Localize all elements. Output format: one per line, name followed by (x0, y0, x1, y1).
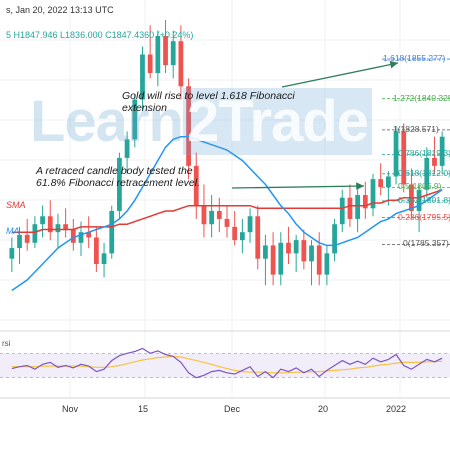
candle-body (109, 210, 115, 254)
header-title: s, Jan 20, 2022 13:13 UTC (6, 5, 114, 15)
candle-body (432, 157, 437, 166)
sma-red-label: SMA (6, 200, 26, 210)
candle-body (132, 99, 138, 140)
candle-body (140, 54, 145, 100)
candle-body (255, 216, 261, 259)
x-tick-label: 2022 (386, 404, 407, 414)
candle-body (216, 210, 222, 219)
ohlc-fragment: 5 H1847.946 L1836.000 C1847.4360 (+0.24%… (6, 30, 194, 40)
candle-body (393, 131, 399, 177)
candle-body (339, 197, 345, 225)
annotation-gold-line1: Gold will rise to level 1.618 Fibonacci (122, 90, 295, 102)
candle-body (347, 197, 353, 219)
candle-body (247, 216, 253, 233)
ohlc-readout: 5 H1847.946 L1836.000 C1847.4360 (+0.24%… (6, 30, 193, 40)
candle-body (362, 195, 368, 209)
candle-body (86, 232, 92, 238)
candle-body (193, 165, 199, 206)
candle-body (401, 131, 407, 185)
candle-body (370, 179, 376, 209)
candle-body (163, 35, 168, 66)
rsi-label: rsi (2, 339, 11, 348)
candle-body (439, 136, 445, 166)
candle-body (270, 245, 276, 275)
x-tick-label: Dec (224, 404, 241, 414)
candle-body (78, 232, 84, 243)
candle-body (286, 242, 291, 254)
candle-body (378, 179, 384, 188)
fib-level-label: 0.236(1795.5) (398, 211, 450, 222)
candle-body (155, 35, 161, 74)
candle-body (232, 226, 238, 241)
candle-body (186, 86, 191, 166)
candle-body (47, 216, 53, 233)
chart-header: s, Jan 20, 2022 13:13 UTC (6, 5, 114, 15)
candle-body (301, 240, 307, 262)
candle-body (201, 205, 207, 225)
fib-level-label: 0.382(1801.8) (398, 194, 450, 205)
sma-red-line (11, 188, 443, 233)
candle-body (17, 234, 22, 249)
candle-body (101, 253, 107, 264)
candle-body (424, 157, 430, 190)
candle-body (293, 240, 299, 254)
candle-body (117, 157, 122, 211)
rsi-line (11, 347, 443, 379)
annotation-arrow-retrace (231, 182, 365, 191)
sma-blue-label: MA (6, 226, 20, 236)
candle-body (124, 139, 130, 158)
candle-body (278, 242, 284, 275)
candle-body (332, 224, 337, 254)
candle-body (239, 232, 245, 241)
fib-level-label: 1.618(1855.277) (383, 53, 446, 64)
annotation-gold: Gold will rise to level 1.618 Fibonacci … (122, 90, 295, 114)
annotation-retrace-line1: A retraced candle body tested the (36, 165, 193, 177)
candle-body (316, 245, 322, 275)
annotation-retrace: A retraced candle body tested the 61.8% … (36, 165, 200, 189)
x-tick-label: 15 (138, 404, 149, 414)
candle-body (263, 245, 268, 259)
fib-level-label: 1(1828.571) (393, 123, 439, 134)
candle-body (209, 210, 215, 225)
rsi-ma-line (11, 355, 443, 374)
candle-body (70, 229, 76, 243)
candle-body (324, 253, 330, 275)
candle-body (24, 234, 30, 243)
candle-body (178, 41, 184, 87)
fib-level-label: 0(1785.357) (403, 238, 449, 249)
candle-body (40, 216, 45, 225)
candle-body (224, 218, 230, 227)
watermark: Learn2Trade (30, 88, 372, 155)
candle-body (416, 189, 422, 211)
candle-body (355, 195, 361, 219)
fib-level-label: 0.5(1806.9) (398, 181, 442, 192)
x-tick-label: 20 (318, 404, 329, 414)
annotation-retrace-line2: 61.8% Fibonacci retracement level. (36, 177, 200, 189)
candle-body (9, 248, 15, 259)
candle-body (147, 54, 153, 74)
fib-level-label: 0.786(1819.3) (398, 148, 450, 159)
candle-body (93, 237, 99, 264)
watermark-left: Learn (30, 89, 184, 154)
candle-body (385, 176, 391, 188)
annotation-gold-line2: extension (122, 102, 167, 114)
candle-body (309, 245, 314, 262)
candle-body (63, 224, 69, 230)
fib-level-label: 1.272(1840.325) (393, 92, 450, 103)
candle-body (32, 224, 38, 243)
candle-body (55, 224, 61, 233)
candle-body (170, 41, 176, 66)
fib-level-label: 0.618(1812.0) (398, 167, 450, 178)
annotation-arrow-gold (281, 60, 399, 88)
x-tick-label: Nov (62, 404, 79, 414)
watermark-right: 2Trade (182, 88, 372, 155)
sma-blue-line (11, 135, 443, 292)
